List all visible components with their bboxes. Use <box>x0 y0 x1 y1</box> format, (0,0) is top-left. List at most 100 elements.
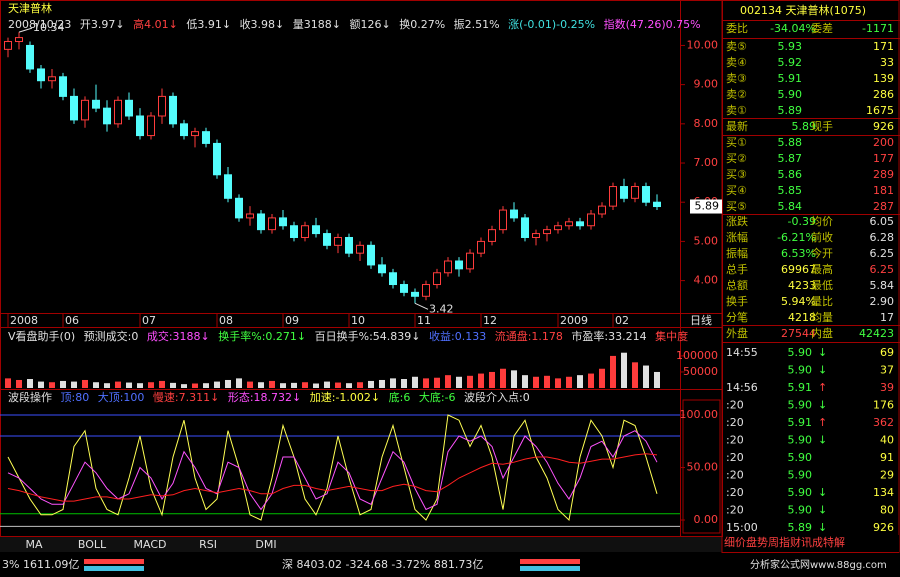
x-tick-label: 08 <box>219 314 233 327</box>
price-marker-box <box>690 199 722 214</box>
candle-body <box>532 233 540 238</box>
tab[interactable]: DMI <box>255 538 276 551</box>
quote-text: 200 <box>873 136 894 149</box>
candle-body <box>367 244 375 266</box>
volume-bar <box>60 380 66 388</box>
quote-text: 5.90 <box>788 451 813 464</box>
quote-text: 委比 <box>726 22 748 35</box>
info-item: 涨(-0.01)-0.25% <box>508 18 595 31</box>
candle-body <box>631 186 639 199</box>
quote-text: 5.86 <box>778 168 803 181</box>
quote-text: -6.21% <box>777 231 816 244</box>
candle-body <box>400 284 408 293</box>
quote-text: 5.84 <box>778 200 803 213</box>
annotation-line <box>18 27 33 33</box>
quote-text: 181 <box>873 184 894 197</box>
x-tick-label: 06 <box>65 314 79 327</box>
info-item: 收3.98↓ <box>240 17 285 31</box>
candle-body <box>642 186 650 203</box>
volume-bar <box>445 375 451 388</box>
quote-text: 134 <box>873 486 894 499</box>
quote-text: 139 <box>873 72 894 85</box>
quote-text: 5.91 <box>778 72 803 85</box>
quote-text: ↓ <box>818 399 827 412</box>
candle-body <box>565 221 573 227</box>
quote-text: 14:56 <box>726 381 758 394</box>
tab[interactable]: MACD <box>134 538 167 551</box>
candle-body <box>389 272 397 286</box>
quote-text: 量比 <box>811 295 833 308</box>
quote-text: 286 <box>873 88 894 101</box>
quote-text: 5.90 <box>788 364 813 377</box>
quote-text: 买① <box>726 136 747 149</box>
quote-text: 27544 <box>781 327 816 340</box>
candle-body <box>246 213 254 219</box>
volume-title: V看盘助手(0) 预测成交:0 成交:3188↓ 换手率%:0.271↓ 百日换… <box>8 329 688 343</box>
quote-text: 5.94% <box>781 295 816 308</box>
quote-text: 5.90 <box>788 504 813 517</box>
volume-bar <box>49 382 55 388</box>
candle-body <box>510 209 518 219</box>
quote-text: 6.28 <box>870 231 895 244</box>
period-label[interactable]: 日线 <box>690 313 712 327</box>
volume-bar <box>390 378 396 388</box>
quote-text: :20 <box>726 416 744 429</box>
info-item: 换0.27% <box>399 17 445 31</box>
y-tick-label: 100000 <box>676 349 718 362</box>
candle-body <box>598 205 606 215</box>
status-left: 3% 1611.09亿 <box>2 558 79 571</box>
volume-bar <box>555 378 561 388</box>
quote-text: 287 <box>873 200 894 213</box>
volume-bar <box>192 383 198 388</box>
quote-text: 926 <box>873 120 894 133</box>
y-tick-label: 5.00 <box>694 234 719 247</box>
volume-bar <box>247 381 253 388</box>
quote-text: 17 <box>880 311 894 324</box>
high-annotation: 10.34 <box>33 21 65 34</box>
quote-text: :20 <box>726 399 744 412</box>
price-marker: 5.89 <box>695 200 720 213</box>
volume-bar <box>654 371 660 388</box>
candle-body <box>499 209 507 231</box>
volume-bar <box>214 381 220 388</box>
tab[interactable]: BOLL <box>78 538 107 551</box>
candle-body <box>92 99 100 109</box>
quote-text: -0.39 <box>788 215 816 228</box>
quote-text: 6.53% <box>781 247 816 260</box>
candle-body <box>15 37 23 43</box>
volume-bar <box>346 383 352 388</box>
quote-text: 42423 <box>859 327 894 340</box>
quote-text: 5.90 <box>788 346 813 359</box>
volume-bar <box>104 383 110 388</box>
candle-body <box>609 186 617 207</box>
quote-text: 91 <box>880 451 894 464</box>
quote-text: 最新 <box>726 119 748 133</box>
candle-body <box>378 264 386 274</box>
y-tick-label: 50000 <box>683 365 718 378</box>
candle-body <box>169 95 177 125</box>
indicator-title: 波段操作 顶:80 大顶:100 慢速:7.311↓ 形态:18.732↓ 加速… <box>8 390 530 404</box>
y-tick-label: 50.00 <box>687 461 719 474</box>
candle-body <box>576 221 584 227</box>
candle-body <box>488 229 496 242</box>
candle-body <box>81 99 89 121</box>
quote-text: 1675 <box>866 104 894 117</box>
volume-bar <box>335 382 341 388</box>
x-tick-label: 12 <box>483 314 497 327</box>
quote-text: 涨跌 <box>726 214 748 228</box>
indicator-title-item: 大底:-6 <box>419 390 456 404</box>
quote-text: 换手 <box>726 294 748 308</box>
volume-bar <box>456 376 462 388</box>
low-annotation: 3.42 <box>429 302 454 315</box>
volume-bar <box>357 382 363 388</box>
tab[interactable]: RSI <box>199 538 217 551</box>
status-icon <box>84 566 144 571</box>
x-tick-label: 11 <box>417 314 431 327</box>
quote-text: 37 <box>880 364 894 377</box>
quote-text: 33 <box>880 56 894 69</box>
volume-bar <box>632 362 638 388</box>
quote-text: ↓ <box>818 521 827 534</box>
tab[interactable]: MA <box>25 538 42 551</box>
quote-text: 最低 <box>811 279 833 292</box>
